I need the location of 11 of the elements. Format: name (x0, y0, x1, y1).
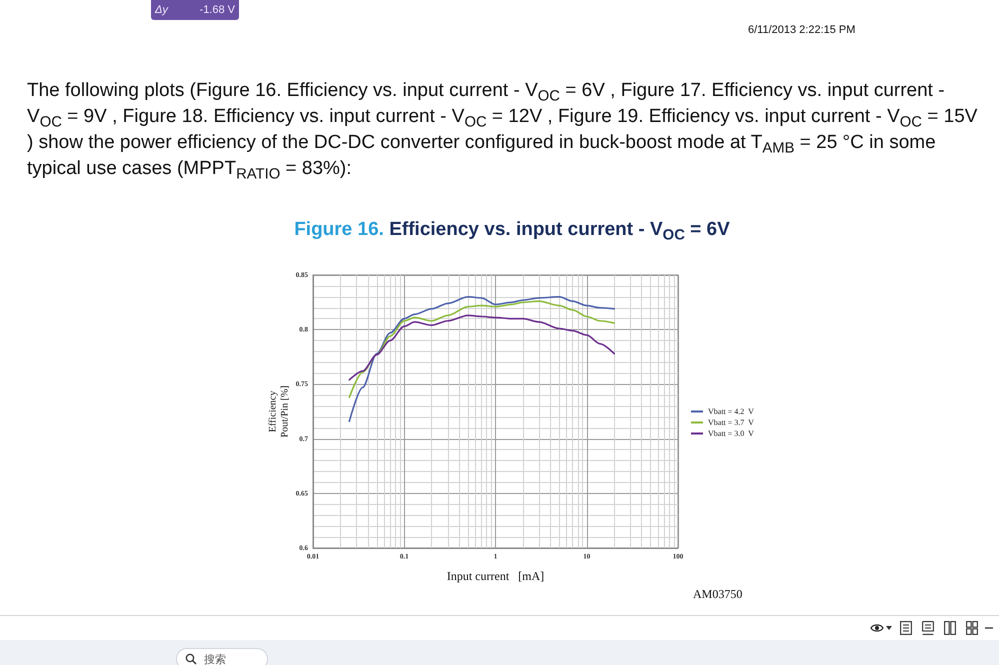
legend-label: Vbatt = 3.7 V (708, 418, 754, 427)
text: 6/11/2013 2:22:15 PM (748, 24, 856, 36)
y-axis-title: Efficiency Pout/Pin [%] (268, 386, 290, 438)
text: 搜索 (204, 652, 226, 665)
legend-label: Vbatt = 4.2 V (708, 407, 754, 416)
chart-title: Figure 16. Efficiency vs. input current - V$_{OC}$ = 6V (293, 219, 731, 244)
text: AM03750 (693, 587, 742, 602)
x-axis-title: Input current [mA] (446, 569, 544, 583)
legend-label: Vbatt = 3.0 V (708, 429, 754, 438)
readout-panel: Δy -1.68 V (151, 0, 239, 20)
text: The following plots (Figure 16. Efficiency vs. input current - V$_{OC}$ = 6V , Figure 17. Efficiency vs. input current - V$_{OC}$ = 9V , Figure 18. Efficiency vs. input current - V$_{OC}$ = 12V , Figure 19. Efficiency vs. input current - V$_{OC}$ = 15V ) show the power efficiency of the DC-DC converter configured in buck-boost mode at T$_{AMB}$ = 25 °C in some typical use cases (MPPT$_{RATIO}$ = 83%): (27, 80, 978, 182)
